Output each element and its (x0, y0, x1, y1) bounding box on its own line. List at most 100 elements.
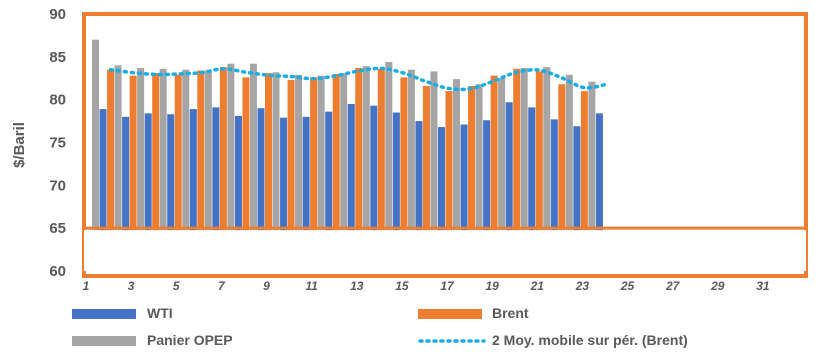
bar-brent-12 (332, 73, 340, 271)
bar-wti-17 (438, 127, 445, 271)
bar-wti-16 (415, 121, 423, 271)
bar-brent-21 (535, 71, 543, 272)
bar-wti-10 (280, 117, 288, 271)
bar-panier-opep-22 (565, 74, 573, 271)
bar-panier-opep-1 (92, 39, 99, 272)
x-tick-label-29: 29 (710, 279, 725, 293)
legend-label-opep: Panier OPEP (147, 332, 233, 348)
bar-brent-14 (377, 68, 385, 271)
y-tick-label-60: 60 (49, 263, 66, 280)
bar-brent-16 (422, 85, 430, 272)
x-tick-label-1: 1 (83, 279, 90, 293)
bar-wti-2 (99, 109, 107, 271)
y-tick-label-90: 90 (49, 6, 66, 23)
bar-wti-4 (144, 113, 152, 272)
bar-wti-13 (347, 103, 355, 271)
bar-panier-opep-3 (137, 67, 145, 271)
bar-brent-7 (219, 67, 227, 271)
bar-brent-3 (129, 75, 137, 272)
bar-panier-opep-8 (249, 63, 257, 271)
bar-panier-opep-20 (520, 67, 528, 271)
legend-label-wti: WTI (147, 305, 173, 321)
axis-break (84, 226, 806, 271)
y-tick-label-85: 85 (49, 49, 66, 66)
bar-panier-opep-11 (317, 75, 325, 272)
x-tick-label-11: 11 (305, 279, 318, 293)
bar-brent-10 (287, 79, 295, 272)
bar-panier-opep-13 (362, 66, 370, 271)
bar-brent-15 (400, 77, 408, 271)
legend-swatch-opep (72, 336, 136, 346)
y-axis-title: $/Baril (11, 122, 28, 168)
bar-panier-opep-7 (227, 63, 235, 271)
bar-panier-opep-16 (430, 71, 438, 272)
bar-panier-opep-17 (453, 79, 460, 271)
x-tick-label-31: 31 (756, 279, 770, 293)
bar-panier-opep-19 (498, 78, 506, 271)
x-tick-label-9: 9 (263, 279, 270, 293)
x-tick-label-3: 3 (128, 279, 135, 293)
y-tick-label-80: 80 (49, 92, 66, 109)
bar-wti-19 (483, 120, 491, 271)
bar-panier-opep-6 (204, 70, 212, 271)
bar-panier-opep-9 (272, 72, 280, 271)
bar-brent-13 (355, 67, 363, 271)
x-tick-label-27: 27 (665, 279, 681, 293)
bar-brent-5 (174, 74, 182, 271)
bar-panier-opep-10 (295, 74, 303, 271)
y-axis-ticks: 60 65 70 75 80 85 90 (49, 6, 66, 280)
bar-brent-18 (468, 85, 476, 272)
bar-panier-opep-14 (385, 61, 393, 271)
bar-panier-opep-23 (588, 81, 596, 272)
line-2-moy-mobile-sur-p-r-brent (108, 66, 609, 92)
bars-layer (92, 39, 603, 272)
x-tick-label-7: 7 (218, 279, 226, 293)
y-tick-label-75: 75 (49, 135, 66, 152)
bar-wti-5 (167, 114, 175, 271)
x-tick-label-17: 17 (440, 279, 455, 293)
bar-wti-8 (234, 115, 242, 271)
x-axis-ticks: 1 3 5 7 9 11 13 15 17 19 21 23 25 27 29 31 (83, 279, 770, 293)
y-tick-label-65: 65 (49, 220, 66, 237)
bar-panier-opep-12 (340, 73, 348, 271)
bar-wti-21 (528, 107, 536, 271)
legend: WTI Brent Panier OPEP 2 Moy. mobile sur … (72, 305, 688, 348)
bar-wti-15 (392, 112, 400, 272)
x-tick-label-25: 25 (620, 279, 635, 293)
bar-wti-14 (370, 105, 378, 271)
bar-wti-3 (122, 116, 130, 271)
bar-wti-18 (460, 124, 468, 271)
bar-brent-8 (242, 77, 250, 271)
bar-panier-opep-2 (114, 65, 122, 272)
bar-panier-opep-15 (407, 69, 415, 272)
x-tick-label-13: 13 (350, 279, 364, 293)
bar-wti-22 (550, 119, 558, 272)
legend-label-moving-average: 2 Moy. mobile sur pér. (Brent) (492, 332, 688, 348)
bar-brent-6 (197, 70, 205, 271)
x-tick-label-21: 21 (530, 279, 545, 293)
bar-brent-23 (580, 91, 588, 271)
bar-wti-23 (573, 126, 581, 271)
bar-wti-7 (212, 107, 220, 271)
bar-wti-9 (257, 108, 265, 271)
bar-panier-opep-18 (475, 84, 483, 271)
bar-panier-opep-5 (182, 69, 190, 272)
x-tick-label-23: 23 (575, 279, 590, 293)
bar-wti-11 (302, 116, 310, 271)
bar-panier-opep-4 (159, 68, 167, 271)
bar-brent-22 (558, 84, 566, 271)
legend-label-brent: Brent (492, 305, 529, 321)
x-tick-label-5: 5 (173, 279, 180, 293)
bar-brent-11 (310, 77, 318, 271)
bar-brent-17 (445, 91, 453, 271)
bar-wti-6 (189, 109, 197, 271)
bar-wti-20 (505, 102, 513, 272)
bar-panier-opep-21 (543, 67, 551, 271)
bar-brent-2 (107, 69, 115, 272)
y-tick-label-70: 70 (49, 177, 66, 194)
x-tick-label-15: 15 (395, 279, 409, 293)
x-tick-label-19: 19 (485, 279, 499, 293)
legend-swatch-wti (72, 309, 136, 319)
bar-wti-12 (325, 111, 333, 271)
